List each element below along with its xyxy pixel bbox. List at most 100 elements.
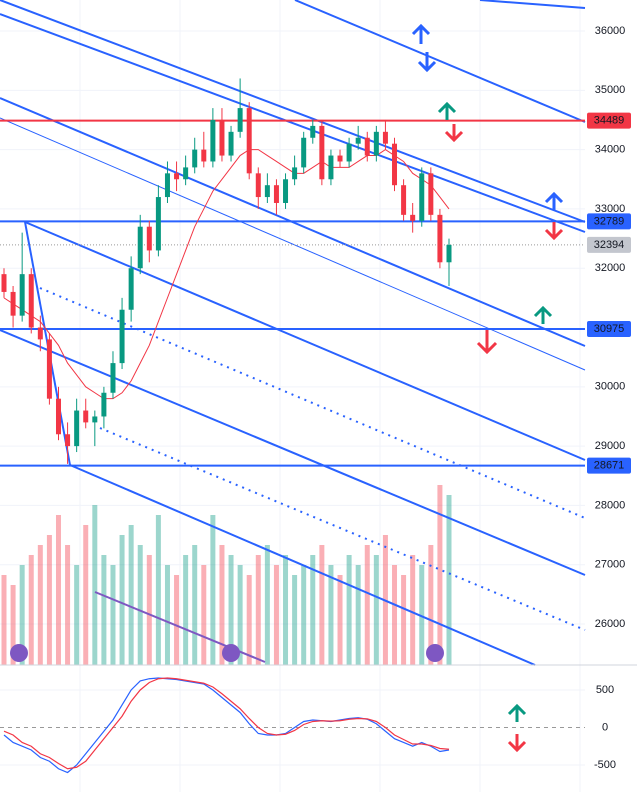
trend-line <box>0 117 586 371</box>
candle-body <box>155 197 161 251</box>
volume-bar <box>128 525 134 665</box>
volume-bar <box>119 535 125 665</box>
price-label-box <box>587 236 631 253</box>
volume-bar <box>55 515 61 665</box>
candle-body <box>101 392 107 417</box>
price-label-box <box>587 457 631 474</box>
y-tick-label: 35000 <box>595 84 626 96</box>
macd-line <box>3 677 450 774</box>
candle-body <box>201 149 207 162</box>
volume-bar <box>210 515 216 665</box>
y-tick-label: 34000 <box>595 144 626 156</box>
volume-bar <box>355 565 361 665</box>
macd: 500 0 -500 <box>0 677 616 774</box>
candle-body <box>55 398 61 435</box>
price-label: 30975 <box>594 323 625 335</box>
candle-body <box>446 244 452 263</box>
volume-bar <box>10 585 16 665</box>
volume-bar <box>401 575 407 665</box>
candle-body <box>46 339 52 399</box>
candle-body <box>110 363 116 393</box>
volume-bar <box>310 555 316 665</box>
volume-bar <box>174 575 180 665</box>
volume-bar <box>273 565 279 665</box>
candle-body <box>192 149 198 168</box>
y-tick-label: 28000 <box>595 499 626 511</box>
y-tick-label: 29000 <box>595 440 626 452</box>
volume-bar <box>237 565 243 665</box>
volume-bar <box>301 565 307 665</box>
price-label: 34489 <box>594 115 625 127</box>
volume-bar <box>428 545 434 665</box>
volume-bar <box>37 545 43 665</box>
candle-body <box>92 416 98 423</box>
event-icon <box>426 644 444 662</box>
volume-bar <box>228 555 234 665</box>
candle-body <box>273 185 279 203</box>
volume-bar <box>437 485 443 665</box>
candle-body <box>364 137 370 156</box>
volume-bar <box>146 555 152 665</box>
volume-bar <box>183 555 189 665</box>
volume-bar <box>201 565 207 665</box>
arrow-up <box>533 305 553 324</box>
trend-line <box>24 221 586 461</box>
candle-body <box>392 143 398 186</box>
candle-body <box>373 131 379 156</box>
price-label: 32394 <box>594 239 625 251</box>
volume-bar <box>192 545 198 665</box>
candle-body <box>10 291 16 316</box>
volume-bar <box>346 555 352 665</box>
arrow-down <box>544 222 564 241</box>
volume-bar <box>410 555 416 665</box>
price-label-box <box>587 112 631 129</box>
volume-bar <box>74 565 80 665</box>
price-label-box <box>587 321 631 338</box>
trend-line <box>69 464 536 666</box>
volume-bar <box>19 565 25 665</box>
candle-body <box>337 155 343 162</box>
volume-bar <box>164 565 170 665</box>
trend-line <box>0 329 586 576</box>
arrow-down <box>507 734 527 753</box>
volume-bar <box>65 545 71 665</box>
y-tick-label: 33000 <box>595 203 626 215</box>
candle-body <box>401 185 407 215</box>
arrow-down <box>444 124 464 143</box>
y-tick-label: 27000 <box>595 559 626 571</box>
candle-body <box>301 137 307 168</box>
candle-body <box>183 167 189 180</box>
levels <box>0 119 585 467</box>
candle-body <box>410 214 416 221</box>
candle-body <box>119 309 125 364</box>
trend-line <box>39 287 586 519</box>
arrow-up <box>507 703 527 722</box>
volume-bar <box>219 545 225 665</box>
volume-bar <box>446 495 452 665</box>
volume-bar <box>419 565 425 665</box>
candle-body <box>428 173 434 215</box>
arrows <box>411 23 564 753</box>
volume-bar <box>101 555 107 665</box>
candle-body <box>128 268 134 310</box>
candle-body <box>246 108 252 174</box>
y-tick-label: 32000 <box>595 262 626 274</box>
candle-body <box>319 125 325 180</box>
volume-bar <box>83 525 89 665</box>
candle-body <box>74 410 80 447</box>
volume-bar <box>319 545 325 665</box>
price-label: 32789 <box>594 215 625 227</box>
candle-body <box>437 214 443 263</box>
candle-body <box>228 131 234 156</box>
volume-bar <box>392 565 398 665</box>
volume-bar <box>264 545 270 665</box>
y-tick-label: 500 <box>596 684 614 696</box>
trend-line <box>294 0 586 123</box>
candle-body <box>83 410 89 423</box>
event-icon <box>10 644 28 662</box>
candle-body <box>37 327 43 340</box>
volume-bar <box>92 505 98 665</box>
y-tick-label: 26000 <box>595 618 626 630</box>
candle-body <box>283 179 289 203</box>
